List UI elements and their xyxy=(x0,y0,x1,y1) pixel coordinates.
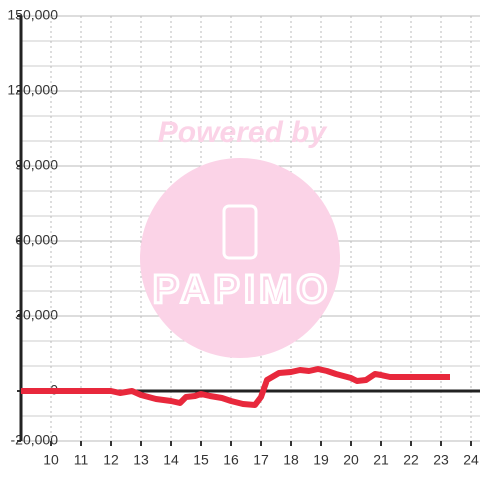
watermark-text: Powered by xyxy=(158,116,328,149)
watermark: Powered by PAPIMO xyxy=(140,116,340,358)
x-tick-label: 24 xyxy=(463,452,479,468)
x-tick-label: 19 xyxy=(313,452,329,468)
x-tick-label: 16 xyxy=(223,452,239,468)
x-tick-label: 21 xyxy=(373,452,389,468)
watermark-logo: PAPIMO xyxy=(153,268,332,312)
x-tick-label: 10 xyxy=(43,452,59,468)
watermark-phone xyxy=(222,204,258,260)
x-tick-label: 23 xyxy=(433,452,449,468)
y-tick-label: 60,000 xyxy=(15,232,58,248)
x-tick-label: 11 xyxy=(74,452,89,468)
y-tick-label: 150,000 xyxy=(7,7,58,23)
x-tick-label: 14 xyxy=(163,452,179,468)
x-tick-label: 15 xyxy=(193,452,209,468)
x-tick-label: 12 xyxy=(103,452,119,468)
x-tick-label: 17 xyxy=(253,452,269,468)
y-tick-label: 30,000 xyxy=(15,307,58,323)
y-tick-label: 90,000 xyxy=(15,157,58,173)
x-tick-label: 20 xyxy=(343,452,359,468)
x-tick-label: 18 xyxy=(283,452,299,468)
y-tick-label: 120,000 xyxy=(7,82,58,98)
data-line xyxy=(21,366,450,408)
x-tick-label: 22 xyxy=(403,452,419,468)
x-tick-label: 13 xyxy=(133,452,149,468)
